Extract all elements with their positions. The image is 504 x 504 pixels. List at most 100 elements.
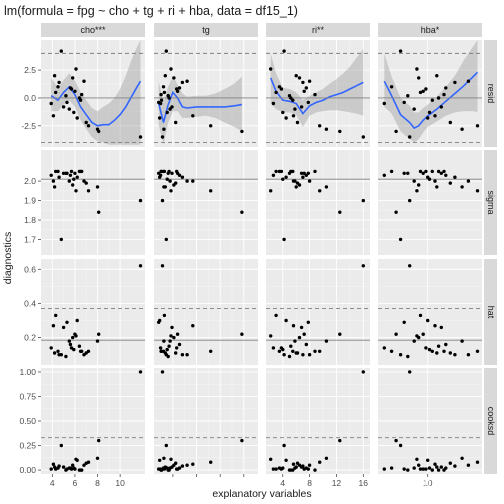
data-point bbox=[439, 325, 443, 330]
data-point bbox=[174, 181, 178, 185]
data-point bbox=[69, 87, 74, 91]
data-point bbox=[284, 116, 288, 120]
x-tick-label: 8 bbox=[95, 478, 100, 488]
data-point bbox=[295, 181, 300, 185]
data-point bbox=[274, 313, 278, 318]
data-point bbox=[172, 76, 176, 80]
column-strip-label: ri** bbox=[312, 25, 324, 35]
data-point bbox=[382, 467, 386, 471]
row-strip-label: sigma bbox=[486, 190, 496, 214]
data-point bbox=[162, 467, 167, 471]
data-point bbox=[435, 74, 439, 78]
data-point bbox=[338, 438, 342, 443]
data-point bbox=[56, 85, 60, 89]
data-point bbox=[324, 339, 329, 343]
data-point bbox=[453, 175, 457, 179]
data-point bbox=[68, 342, 73, 347]
data-point bbox=[73, 171, 77, 175]
data-point bbox=[279, 87, 284, 91]
data-point bbox=[185, 79, 189, 83]
data-point bbox=[82, 463, 86, 467]
column-strip bbox=[266, 23, 370, 37]
data-point bbox=[475, 124, 480, 128]
column-strip bbox=[378, 23, 482, 37]
data-point bbox=[427, 466, 432, 470]
data-point bbox=[52, 74, 57, 78]
data-point bbox=[170, 325, 174, 330]
data-point bbox=[453, 353, 457, 357]
data-point bbox=[284, 458, 288, 462]
data-point bbox=[174, 120, 178, 125]
data-point bbox=[408, 370, 412, 374]
data-point bbox=[424, 87, 428, 91]
data-point bbox=[57, 353, 61, 357]
data-point bbox=[287, 354, 292, 359]
data-point bbox=[163, 351, 167, 355]
data-point bbox=[304, 86, 308, 90]
data-point bbox=[191, 114, 195, 118]
y-tick-label: 2.5 bbox=[24, 65, 36, 75]
data-point bbox=[163, 74, 167, 78]
y-tick-label: 0.75 bbox=[19, 391, 36, 401]
data-point bbox=[281, 110, 285, 115]
data-point bbox=[240, 129, 244, 134]
data-point bbox=[269, 457, 273, 461]
panel-background bbox=[154, 150, 258, 255]
data-point bbox=[408, 135, 412, 139]
data-point bbox=[77, 96, 82, 100]
data-point bbox=[460, 185, 464, 189]
data-point bbox=[295, 120, 300, 125]
data-point bbox=[460, 456, 464, 460]
x-tick-label: 16 bbox=[359, 478, 369, 488]
data-point bbox=[69, 169, 74, 174]
data-point bbox=[80, 468, 84, 472]
data-point bbox=[180, 353, 185, 357]
data-point bbox=[398, 237, 403, 242]
panel-background bbox=[378, 150, 482, 255]
data-point bbox=[433, 324, 437, 328]
data-point bbox=[159, 169, 163, 174]
data-point bbox=[65, 467, 69, 471]
data-point bbox=[69, 346, 74, 350]
row-strip-label: cooksd bbox=[486, 407, 496, 436]
data-point bbox=[417, 463, 421, 467]
data-point bbox=[277, 349, 282, 353]
data-point bbox=[209, 460, 213, 464]
data-point bbox=[57, 464, 61, 468]
data-point bbox=[436, 468, 441, 472]
data-point bbox=[439, 465, 443, 469]
data-point bbox=[394, 332, 398, 336]
data-point bbox=[402, 320, 406, 324]
data-point bbox=[291, 114, 296, 118]
data-point bbox=[274, 169, 278, 174]
data-point bbox=[430, 349, 434, 353]
data-point bbox=[162, 313, 167, 318]
x-tick-label: 8 bbox=[307, 478, 312, 488]
data-point bbox=[82, 179, 86, 183]
data-point bbox=[318, 460, 322, 464]
row-strip bbox=[484, 368, 497, 474]
data-point bbox=[297, 76, 302, 80]
smooth-line bbox=[157, 90, 243, 123]
data-point bbox=[175, 467, 179, 471]
data-point bbox=[84, 351, 88, 355]
data-point bbox=[177, 342, 182, 347]
data-point bbox=[294, 185, 298, 189]
data-point bbox=[412, 107, 416, 111]
data-point bbox=[167, 96, 171, 100]
data-point bbox=[158, 458, 162, 462]
data-point bbox=[282, 237, 286, 242]
data-point bbox=[80, 169, 84, 174]
data-point bbox=[65, 100, 69, 105]
data-point bbox=[299, 171, 304, 175]
data-point bbox=[51, 324, 56, 328]
data-point bbox=[301, 353, 305, 357]
data-point bbox=[269, 334, 273, 338]
data-point bbox=[294, 74, 298, 78]
data-point bbox=[169, 189, 173, 193]
data-point bbox=[49, 101, 53, 106]
data-point bbox=[442, 169, 446, 174]
data-point bbox=[54, 313, 58, 318]
data-point bbox=[175, 87, 179, 91]
data-point bbox=[61, 465, 66, 469]
